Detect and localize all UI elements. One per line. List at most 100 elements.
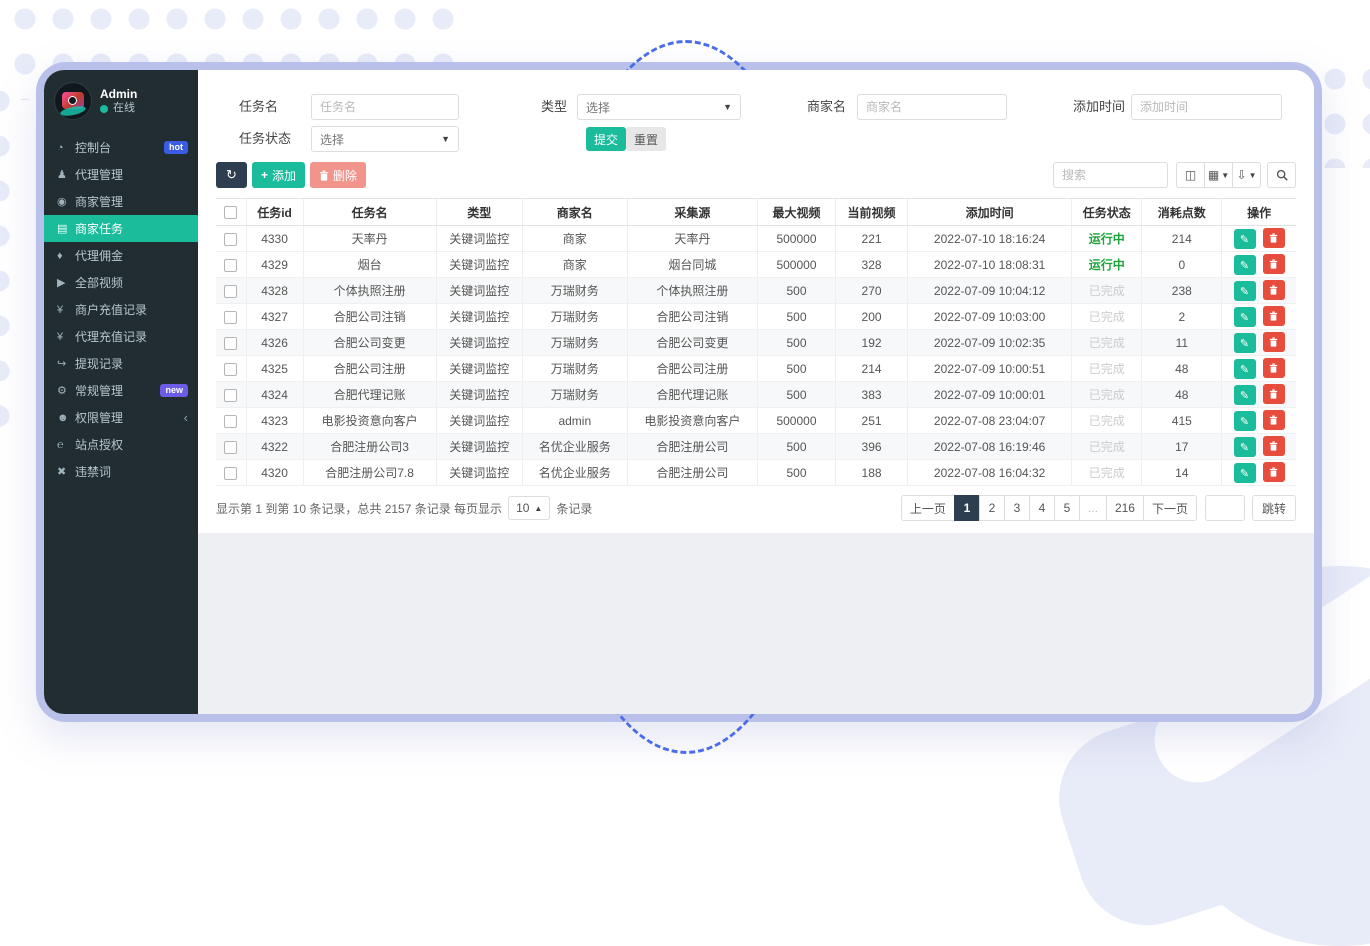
select-all-checkbox[interactable] [224,206,238,220]
col-status: 任务状态 [1071,198,1142,226]
task-name-input[interactable] [311,94,459,120]
sidebar-item-label: 控制台 [75,141,112,155]
table-toolbar: ↻ +添加 删除 ◫ ▦▼ ⇩▼ [216,162,1296,188]
cell-added-time: 2022-07-09 10:02:35 [907,329,1072,356]
page-button-5[interactable]: 5 [1053,495,1080,521]
plus-icon: + [261,168,269,182]
task-status-select[interactable]: 选择 ▼ [311,126,459,152]
sidebar-item-general-settings[interactable]: ⚙ 常规管理 new [44,377,198,404]
page-button-2[interactable]: 2 [978,495,1005,521]
sidebar-item-banned-words[interactable]: ✖ 违禁词 [44,458,198,485]
pencil-icon: ✎ [1239,311,1250,324]
cell-task-id: 4327 [245,303,304,330]
row-checkbox[interactable] [224,388,238,402]
edit-row-button[interactable]: ✎ [1233,333,1256,354]
page-button-1[interactable]: 1 [953,495,980,521]
cell-type: 关键词监控 [435,355,523,382]
jump-button[interactable]: 跳转 [1251,495,1296,521]
search-input[interactable] [1053,162,1168,188]
sidebar-item-permission[interactable]: ☻ 权限管理 ‹ [44,404,198,431]
add-button[interactable]: + 添加 [252,162,306,188]
row-checkbox[interactable] [224,310,238,324]
page-button-216[interactable]: 216 [1105,495,1144,521]
cell-task-name: 合肥代理记账 [302,381,437,408]
page-button-4[interactable]: 4 [1028,495,1055,521]
sidebar-item-all-videos[interactable]: ▶ 全部视频 [44,269,198,296]
export-button[interactable]: ⇩ ▼ [1232,162,1261,188]
delete-row-button[interactable] [1262,357,1285,378]
delete-row-button[interactable] [1262,409,1285,430]
row-checkbox[interactable] [224,440,238,454]
columns-button[interactable]: ▦ ▼ [1204,162,1233,188]
jump-page-input[interactable] [1204,495,1245,521]
sidebar-item-withdraw-record[interactable]: ↪ 提现记录 [44,350,198,377]
sidebar-item-site-auth[interactable]: ℮ 站点授权 [44,431,198,458]
delete-button[interactable]: 删除 [310,162,367,188]
row-checkbox[interactable] [224,362,238,376]
merchant-name-input[interactable] [857,94,1007,120]
camera-lens-icon [68,96,77,105]
page-size-select[interactable]: 10 ▲ [508,496,551,520]
edit-row-button[interactable]: ✎ [1233,463,1256,484]
sidebar-item-agent-recharge[interactable]: ¥ 代理充值记录 [44,323,198,350]
cell-task-name: 个体执照注册 [302,277,437,304]
delete-row-button[interactable] [1262,279,1285,300]
delete-row-button[interactable] [1262,227,1285,248]
reset-button[interactable]: 重置 [626,127,667,151]
row-checkbox[interactable] [224,284,238,298]
sidebar-item-merchant-recharge[interactable]: ¥ 商户充值记录 [44,296,198,323]
col-type: 类型 [435,198,523,226]
edit-row-button[interactable]: ✎ [1233,411,1256,432]
page-button-3[interactable]: 3 [1003,495,1030,521]
table-row: 4322 合肥注册公司3 关键词监控 名优企业服务 合肥注册公司 500 396… [216,433,1296,460]
row-checkbox[interactable] [224,258,238,272]
delete-row-button[interactable] [1262,331,1285,352]
summary-suffix: 条记录 [556,501,593,516]
delete-row-button[interactable] [1262,383,1285,404]
cell-max-videos: 500 [756,381,836,408]
edit-row-button[interactable]: ✎ [1233,255,1256,276]
delete-row-button[interactable] [1262,253,1285,274]
cell-added-time: 2022-07-08 16:19:46 [907,433,1072,460]
delete-row-button[interactable] [1262,435,1285,456]
cell-added-time: 2022-07-09 10:00:01 [907,381,1072,408]
delete-row-button[interactable] [1262,461,1285,482]
refresh-button[interactable]: ↻ [216,162,247,188]
merchant-name-label: 商家名 [807,99,847,114]
toggle-view-button[interactable]: ◫ [1176,162,1205,188]
row-checkbox[interactable] [224,336,238,350]
cell-max-videos: 500 [756,433,836,460]
edit-row-button[interactable]: ✎ [1233,385,1256,406]
edit-row-button[interactable]: ✎ [1233,359,1256,380]
sidebar-item-merchant-management[interactable]: ◉ 商家管理 [44,188,198,215]
sidebar-item-dashboard[interactable]: ◔ 控制台 hot [44,134,198,161]
trash-icon [1270,441,1278,451]
sidebar-item-commission[interactable]: ♦ 代理佣金 [44,242,198,269]
status-badge: 已完成 [1088,284,1125,298]
sidebar-item-merchant-task[interactable]: ▤ 商家任务 [44,215,198,242]
delete-row-button[interactable] [1262,305,1285,326]
type-select[interactable]: 选择 ▼ [577,94,741,120]
submit-button[interactable]: 提交 [586,127,627,151]
sidebar-item-agent-management[interactable]: ♟ 代理管理 [44,161,198,188]
pencil-icon: ✎ [1239,259,1250,272]
cell-task-name: 烟台 [302,251,437,278]
edit-row-button[interactable]: ✎ [1233,437,1256,458]
sidebar-item-label: 代理佣金 [75,249,124,263]
added-time-input[interactable] [1131,94,1282,120]
cell-task-id: 4325 [245,355,304,382]
page-button-下一页[interactable]: 下一页 [1142,495,1197,521]
edit-row-button[interactable]: ✎ [1233,307,1256,328]
cell-task-id: 4323 [245,407,304,434]
search-button[interactable] [1267,162,1296,188]
cell-source: 烟台同城 [626,251,758,278]
status-badge: 已完成 [1088,310,1125,324]
row-checkbox[interactable] [224,414,238,428]
edit-row-button[interactable]: ✎ [1233,229,1256,250]
row-checkbox[interactable] [224,232,238,246]
cell-type: 关键词监控 [435,407,523,434]
page-button-上一页[interactable]: 上一页 [900,495,955,521]
sidebar-menu: ◔ 控制台 hot ♟ 代理管理 ◉ 商家管理 ▤ 商家任务 ♦ 代理佣金 ▶ 全部视频 ¥ 商户充值记录 ¥… [44,134,198,485]
edit-row-button[interactable]: ✎ [1233,281,1256,302]
row-checkbox[interactable] [224,466,238,480]
